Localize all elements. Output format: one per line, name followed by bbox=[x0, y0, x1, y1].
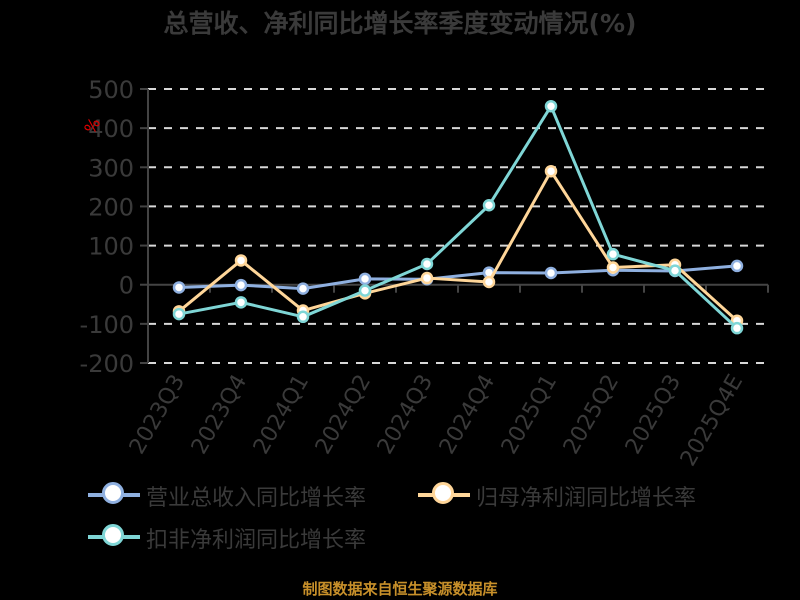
y-tick-label: -200 bbox=[80, 350, 134, 378]
data-point[interactable] bbox=[606, 247, 620, 261]
data-point[interactable] bbox=[296, 310, 310, 324]
legend-label: 营业总收入同比增长率 bbox=[146, 486, 367, 511]
x-tick-label: 2023Q4 bbox=[187, 371, 252, 459]
legend-item-net-profit[interactable]: 归母净利润同比增长率 bbox=[418, 476, 696, 516]
data-point[interactable] bbox=[358, 272, 372, 286]
data-point[interactable] bbox=[544, 164, 558, 178]
y-tick-label: -100 bbox=[80, 311, 134, 339]
y-tick-label: 100 bbox=[88, 233, 134, 261]
x-tick-label: 2024Q2 bbox=[311, 371, 376, 459]
y-tick-label: 500 bbox=[88, 76, 134, 104]
data-point[interactable] bbox=[234, 254, 248, 267]
legend-item-revenue[interactable]: 营业总收入同比增长率 bbox=[88, 476, 366, 516]
y-tick-label: 400 bbox=[88, 115, 134, 143]
series-lines bbox=[172, 99, 744, 335]
series-line-2 bbox=[178, 104, 739, 330]
legend-dot-2 bbox=[102, 524, 124, 546]
grid-lines bbox=[148, 88, 768, 364]
data-point[interactable] bbox=[544, 99, 558, 113]
legend-dot-0 bbox=[102, 482, 124, 504]
x-tick-label: 2025Q1 bbox=[497, 371, 562, 459]
data-point[interactable] bbox=[730, 259, 744, 273]
data-point[interactable] bbox=[234, 296, 248, 309]
data-point[interactable] bbox=[172, 281, 186, 294]
data-point[interactable] bbox=[358, 284, 372, 297]
legend-label: 扣非净利润同比增长率 bbox=[146, 528, 367, 553]
data-point[interactable] bbox=[234, 278, 248, 292]
x-tick-label: 2024Q1 bbox=[249, 371, 314, 459]
data-point[interactable] bbox=[420, 271, 434, 285]
data-point[interactable] bbox=[606, 261, 620, 274]
x-tick-label: 2025Q4E bbox=[676, 371, 748, 471]
y-tick-label: 200 bbox=[88, 193, 134, 221]
y-tick-label: 300 bbox=[88, 154, 134, 182]
data-point[interactable] bbox=[482, 275, 496, 289]
legend-marker-icon bbox=[88, 476, 140, 516]
data-point[interactable] bbox=[420, 257, 434, 271]
data-point[interactable] bbox=[172, 307, 186, 321]
source-note: 制图数据来自恒生聚源数据库 bbox=[302, 580, 498, 598]
x-tick-label: 2024Q3 bbox=[373, 371, 438, 459]
x-tick-label: 2025Q2 bbox=[559, 371, 624, 459]
legend-label: 归母净利润同比增长率 bbox=[476, 486, 697, 511]
x-tick-label: 2025Q3 bbox=[621, 371, 686, 459]
y-tick-label: 0 bbox=[119, 272, 134, 300]
data-point[interactable] bbox=[482, 199, 496, 212]
data-point[interactable] bbox=[668, 264, 682, 277]
legend-item-deducted-net-profit[interactable]: 扣非净利润同比增长率 bbox=[88, 518, 366, 558]
series-line-1 bbox=[178, 169, 739, 322]
x-tick-label: 2023Q3 bbox=[125, 371, 190, 459]
x-tick-label: 2024Q4 bbox=[435, 371, 500, 459]
legend-marker-icon bbox=[418, 476, 470, 516]
data-point[interactable] bbox=[296, 282, 310, 295]
chart-title: 总营收、净利同比增长率季度变动情况(%) bbox=[163, 9, 637, 38]
legend-dot-1 bbox=[432, 482, 454, 504]
data-point[interactable] bbox=[544, 266, 558, 280]
legend-marker-icon bbox=[88, 518, 140, 558]
data-point[interactable] bbox=[730, 321, 744, 335]
